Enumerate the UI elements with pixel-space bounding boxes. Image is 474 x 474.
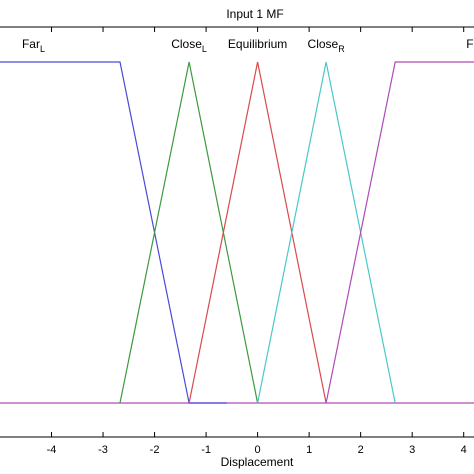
series-line-close-r: [257, 61, 396, 404]
axes: -4 -3 -2 -1 0 1 2 3 4: [0, 26, 474, 456]
series-label-equilibrium: Equilibrium: [228, 37, 287, 51]
x-tick-label: -2: [150, 444, 160, 456]
chart-title: Input 1 MF: [226, 7, 283, 21]
series-line-far-r: [325, 61, 474, 404]
series-label-close-l: CloseL: [171, 37, 207, 54]
x-tick-label: -1: [201, 444, 211, 456]
series-line-close-l: [119, 61, 259, 404]
series-lines: [0, 61, 474, 404]
x-axis-label: Displacement: [221, 455, 294, 469]
series-label-far-l: FarL: [22, 37, 45, 54]
series-line-far-l: [0, 61, 227, 404]
x-tick-label: 1: [306, 444, 312, 456]
x-tick-label: 3: [409, 444, 415, 456]
series-label-far-r: Fa: [466, 37, 474, 51]
x-tick-label: -4: [47, 444, 57, 456]
series-label-close-r: CloseR: [308, 37, 346, 54]
series-labels: FarL CloseL Equilibrium CloseR Fa: [22, 37, 474, 54]
x-tick-label: 0: [255, 444, 261, 456]
series-line-equilibrium: [188, 61, 327, 404]
x-tick-label: 4: [461, 444, 467, 456]
x-tick-label: 2: [358, 444, 364, 456]
x-tick-label: -3: [98, 444, 108, 456]
